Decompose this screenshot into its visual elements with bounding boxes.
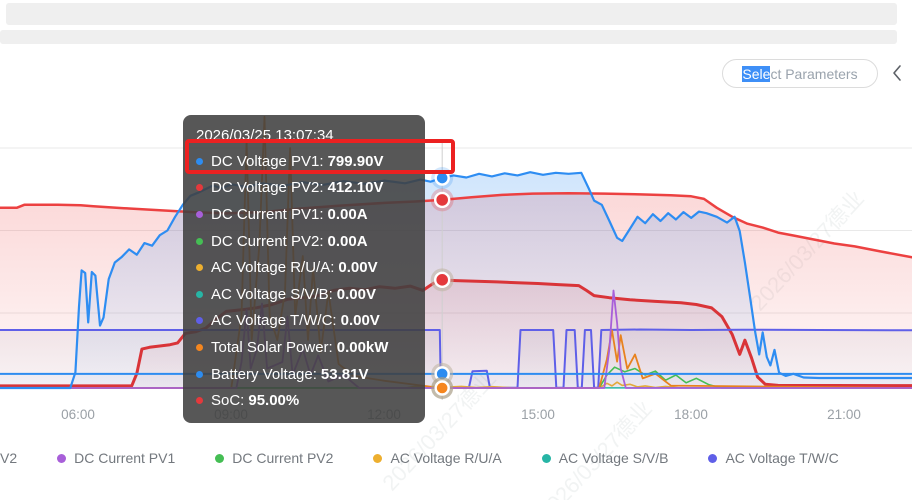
legend-label: DC Current PV2 (232, 450, 334, 466)
series-line-dc-current-pv2 (0, 366, 912, 389)
x-axis-tick: 21:00 (827, 407, 861, 422)
x-axis-tick: 09:00 (214, 407, 248, 422)
header-placeholder-bar-2 (0, 30, 897, 44)
legend-item-ac-voltage-s-v-b[interactable]: AC Voltage S/V/B (541, 450, 669, 466)
legend-item-dc-current-pv2[interactable]: DC Current PV2 (215, 450, 333, 466)
legend-dot (215, 453, 225, 463)
select-parameters-selected-text: Sele (742, 65, 771, 82)
x-axis-tick: 12:00 (367, 407, 401, 422)
x-axis-tick: 18:00 (674, 407, 708, 422)
series-line-ac-voltage-t-w-c (0, 328, 912, 389)
marker-dot-soc (433, 191, 451, 209)
select-parameters-label: ct Parameters (770, 65, 858, 82)
legend-item-ac-voltage-r-u-a[interactable]: AC Voltage R/U/A (373, 450, 502, 466)
legend-dot (373, 453, 383, 463)
marker-dot-total-solar-power (434, 380, 450, 396)
collapse-panel-icon[interactable] (889, 62, 905, 84)
series-line-dc-voltage-pv1 (0, 171, 912, 390)
legend-item-dc-current-pv1[interactable]: DC Current PV1 (57, 450, 175, 466)
chart-legend: V2 DC Current PV1 DC Current PV2 AC Voltage… (0, 450, 839, 466)
legend-item-clipped[interactable]: V2 (0, 450, 18, 466)
legend-label: DC Current PV1 (74, 450, 176, 466)
select-parameters-button[interactable]: Sele ct Parameters (722, 59, 878, 88)
legend-item-ac-voltage-t-w-c[interactable]: AC Voltage T/W/C (708, 450, 839, 466)
legend-label: AC Voltage T/W/C (725, 450, 839, 466)
legend-label: AC Voltage R/U/A (390, 450, 502, 466)
marker-dot-dc-voltage-pv1 (434, 170, 450, 186)
x-axis-tick: 15:00 (521, 407, 555, 422)
legend-dot (541, 453, 551, 463)
legend-label: AC Voltage S/V/B (558, 450, 669, 466)
marker-dot-dc-voltage-pv2 (433, 271, 451, 289)
series-line-soc (0, 191, 912, 259)
legend-dot (57, 453, 67, 463)
legend-dot (708, 453, 718, 463)
header-placeholder-bar-1 (6, 3, 897, 25)
x-axis-tick: 06:00 (61, 407, 95, 422)
